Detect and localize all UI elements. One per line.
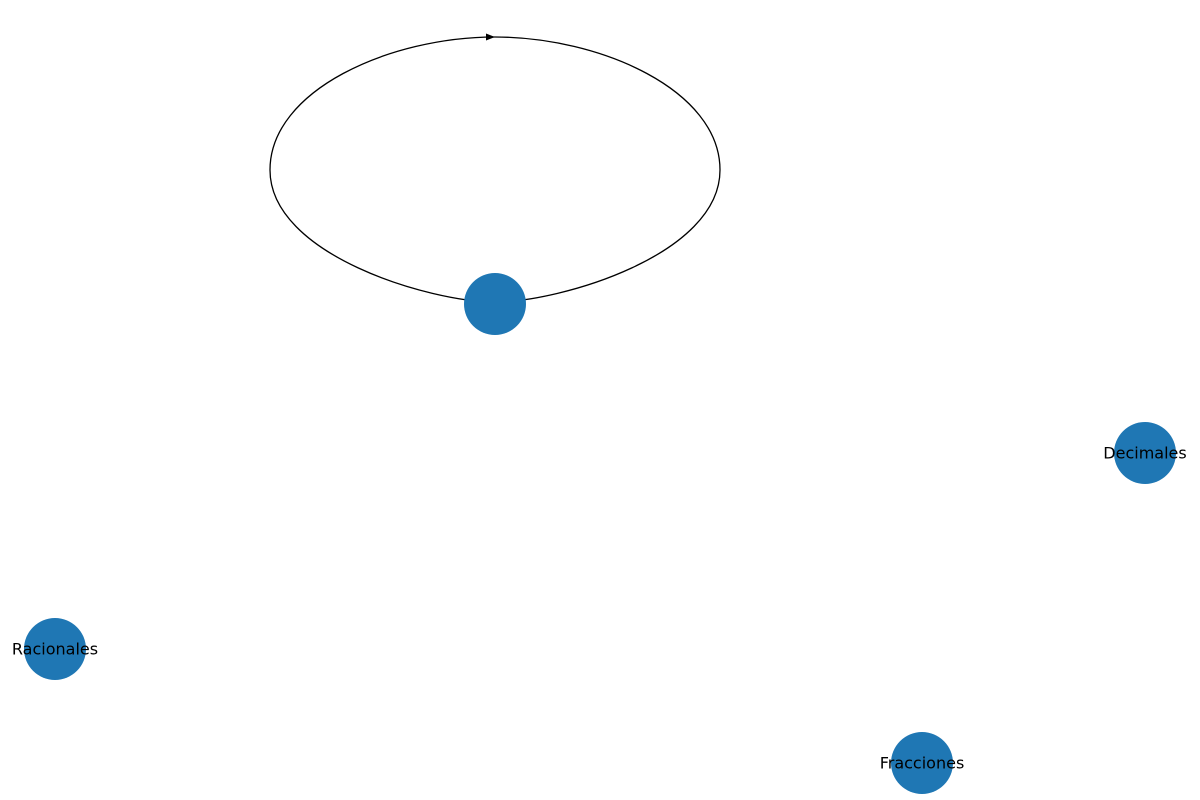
self-loop-arrow xyxy=(486,33,495,41)
graph-node-decimales[interactable]: Decimales xyxy=(1103,422,1187,484)
graph-node-fracciones[interactable]: Fracciones xyxy=(880,732,965,794)
graph-node[interactable] xyxy=(464,273,526,335)
node-label-decimales: Decimales xyxy=(1103,444,1186,463)
graph-node-racionales[interactable]: Racionales xyxy=(12,618,98,680)
node-circle xyxy=(464,273,526,335)
node-circle xyxy=(1114,422,1176,484)
node-circle xyxy=(891,732,953,794)
self-loop-edge xyxy=(269,36,721,303)
node-label-racionales: Racionales xyxy=(12,640,98,659)
node-label-fracciones: Fracciones xyxy=(880,754,965,773)
node-circle xyxy=(24,618,86,680)
